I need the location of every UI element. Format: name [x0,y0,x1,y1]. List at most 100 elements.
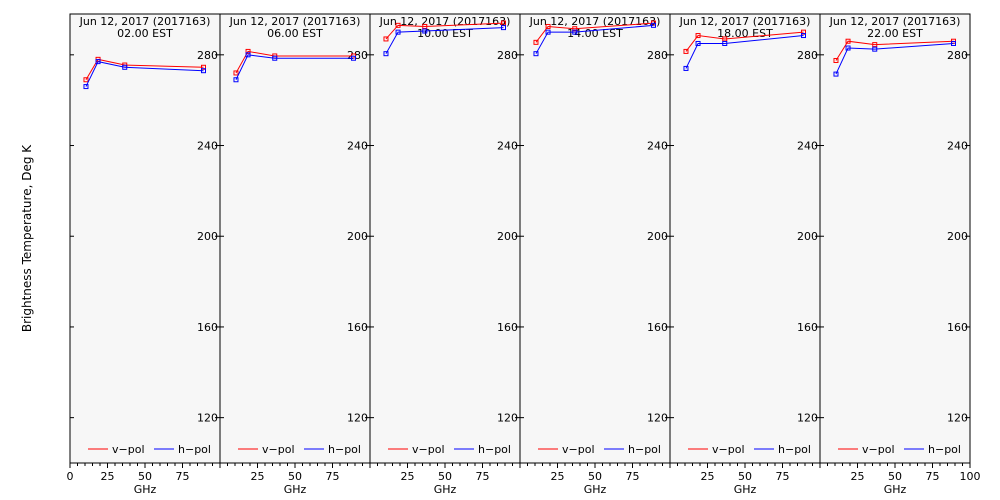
series-line-v-pol [835,40,954,61]
data-point-v-pol [83,77,89,83]
data-point-v-pol [683,48,689,54]
data-point-h-pol [951,40,956,46]
y-tick-label: 280 [647,49,668,62]
data-point-h-pol [395,29,401,35]
legend-label-h-pol: h−pol [778,443,811,456]
series-line-h-pol [835,42,954,75]
data-point-v-pol [872,42,878,48]
data-point-v-pol [533,39,539,45]
panel-date-title: Jun 12, 2017 (2017163) [79,15,211,28]
data-point-h-pol [351,55,356,61]
y-tick-label: 200 [497,230,518,243]
series-line-h-pol [85,61,204,87]
x-tick-label: 50 [588,470,602,483]
data-point-v-pol [801,29,806,35]
x-tick-label: 75 [326,470,340,483]
legend-label-v-pol: v−pol [862,443,895,456]
panel-2: 120 160 200 240 280 25 50 75 GHz Jun 12, 2017 (20… [219,13,371,496]
y-tick-label: 160 [497,321,518,334]
x-tick-label: 50 [738,470,752,483]
data-point-h-pol [83,84,89,90]
series-line-v-pol [235,50,354,74]
y-tick-label: 240 [197,140,218,153]
data-point-h-pol [272,55,278,61]
y-tick-label: 240 [797,140,818,153]
data-point-v-pol [722,36,728,42]
y-tick-label: 280 [797,49,818,62]
series-line-h-pol [535,24,654,54]
y-tick-label: 120 [947,412,968,425]
data-point-h-pol [422,28,428,34]
data-point-h-pol [845,45,851,51]
y-tick-label: 280 [347,49,368,62]
x-tick-label: 25 [551,470,565,483]
panel-time-title: 14.00 EST [567,27,623,40]
panel-date-title: Jun 12, 2017 (2017163) [229,15,361,28]
y-tick-label: 160 [347,321,368,334]
x-tick-label: 50 [888,470,902,483]
data-point-h-pol [572,29,578,35]
panel-3: 120 160 200 240 280 25 50 75 GHz Jun 12, 2017 (20… [369,13,521,496]
data-point-h-pol [533,51,539,57]
data-point-v-pol [422,23,428,29]
data-point-v-pol [245,48,251,54]
x-tick-label: 0 [67,470,74,483]
x-tick-label: 75 [176,470,190,483]
x-tick-label: 50 [288,470,302,483]
data-point-h-pol [651,22,656,28]
y-tick-label: 160 [947,321,968,334]
panel-time-title: 22.00 EST [867,27,923,40]
x-axis-label: GHz [584,483,607,496]
x-tick-label: 25 [101,470,115,483]
panel-date-title: Jun 12, 2017 (2017163) [379,15,511,28]
y-tick-label: 280 [197,49,218,62]
plot-area [219,13,371,464]
x-axis-label: GHz [134,483,157,496]
legend-label-v-pol: v−pol [112,443,145,456]
panel-time-title: 18.00 EST [717,27,773,40]
x-tick-label: 75 [626,470,640,483]
data-point-v-pol [395,22,401,28]
series-line-h-pol [685,35,804,69]
x-tick-label: 25 [851,470,865,483]
data-point-v-pol [201,64,206,70]
y-tick-label: 200 [647,230,668,243]
y-tick-label: 120 [197,412,218,425]
y-tick-label: 280 [497,49,518,62]
plot-area [369,13,521,464]
x-tick-label: 50 [138,470,152,483]
data-point-h-pol [501,25,506,31]
legend-label-h-pol: h−pol [178,443,211,456]
data-point-h-pol [245,52,251,58]
series-line-v-pol [535,22,654,43]
data-point-h-pol [722,40,728,46]
y-tick-label: 240 [347,140,368,153]
x-tick-label: 50 [438,470,452,483]
y-tick-label: 240 [497,140,518,153]
y-tick-label: 120 [347,412,368,425]
data-point-h-pol [201,68,206,74]
data-point-h-pol [95,59,101,65]
y-tick-label: 120 [497,412,518,425]
x-tick-label: 100 [960,470,981,483]
series-line-v-pol [685,31,804,52]
data-point-h-pol [872,46,878,52]
panel-date-title: Jun 12, 2017 (2017163) [829,15,961,28]
legend-label-v-pol: v−pol [562,443,595,456]
y-tick-label: 280 [947,49,968,62]
series-line-h-pol [235,54,354,80]
x-tick-label: 25 [251,470,265,483]
data-point-v-pol [833,57,839,63]
y-tick-label: 200 [347,230,368,243]
data-point-v-pol [545,23,551,29]
panel-time-title: 02.00 EST [117,27,173,40]
series-line-v-pol [385,22,504,40]
y-tick-label: 160 [797,321,818,334]
legend-label-v-pol: v−pol [712,443,745,456]
y-tick-label: 200 [797,230,818,243]
data-point-h-pol [545,29,551,35]
plot-area [69,13,221,464]
x-axis-label: GHz [734,483,757,496]
